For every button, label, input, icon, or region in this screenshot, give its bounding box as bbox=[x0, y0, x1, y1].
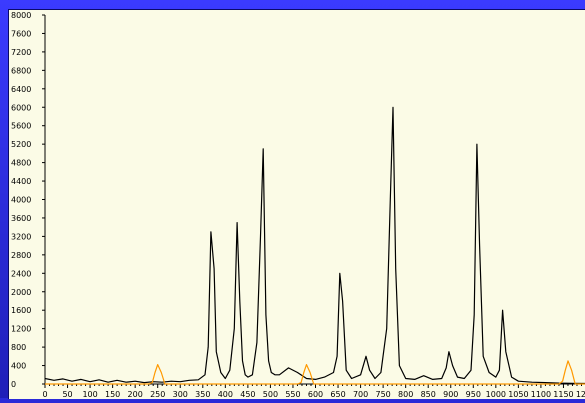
y-tick-label: 4800 bbox=[11, 159, 31, 168]
x-tick-label: 600 bbox=[308, 390, 323, 399]
y-tick-label: 1600 bbox=[11, 306, 31, 315]
series-line-1 bbox=[44, 106, 585, 385]
y-axis-ticks: 0 400 800 1200 1600 2000 2400 2800 3200 3600 4000 4… bbox=[11, 11, 45, 389]
series-line-2 bbox=[45, 360, 585, 385]
x-tick-label: 900 bbox=[443, 390, 458, 399]
x-tick-label: 350 bbox=[195, 390, 210, 399]
y-tick-label: 2400 bbox=[11, 269, 31, 278]
x-tick-label: 800 bbox=[398, 390, 413, 399]
x-tick-label: 250 bbox=[150, 390, 165, 399]
x-tick-label: 500 bbox=[263, 390, 278, 399]
y-tick-label: 6400 bbox=[11, 85, 31, 94]
x-tick-label: 550 bbox=[285, 390, 300, 399]
y-tick-label: 5200 bbox=[11, 140, 31, 149]
x-tick-label: 1100 bbox=[531, 390, 551, 399]
y-tick-label: 7200 bbox=[11, 48, 31, 57]
x-axis-ticks: 0 50 100 150 200 250 300 350 400 450 500 550 600 650 7… bbox=[42, 384, 585, 399]
y-tick-label: 6000 bbox=[11, 103, 31, 112]
x-tick-label: 200 bbox=[128, 390, 143, 399]
y-tick-label: 4000 bbox=[11, 196, 31, 205]
x-tick-label: 50 bbox=[62, 390, 72, 399]
plot-area: 0 400 800 1200 1600 2000 2400 2800 3200 3600 4000 4… bbox=[8, 9, 585, 399]
y-tick-label: 1200 bbox=[11, 325, 31, 334]
y-tick-label: 2000 bbox=[11, 288, 31, 297]
x-tick-label: 1050 bbox=[508, 390, 528, 399]
x-tick-label: 700 bbox=[353, 390, 368, 399]
x-tick-label: 100 bbox=[82, 390, 97, 399]
series-group bbox=[44, 106, 585, 385]
y-tick-label: 5600 bbox=[11, 122, 31, 131]
x-tick-label: 400 bbox=[218, 390, 233, 399]
x-tick-label: 850 bbox=[421, 390, 436, 399]
y-tick-label: 800 bbox=[11, 343, 26, 352]
chromatogram-chart: 0400800120016002000240028003200360040004… bbox=[11, 11, 585, 399]
x-tick-label: 750 bbox=[375, 390, 390, 399]
y-tick-label: 6800 bbox=[11, 66, 31, 75]
y-tick-label: 3200 bbox=[11, 232, 31, 241]
x-tick-label: 300 bbox=[173, 390, 188, 399]
x-tick-label: 1000 bbox=[486, 390, 506, 399]
x-tick-label: 950 bbox=[466, 390, 481, 399]
y-tick-label: 7600 bbox=[11, 29, 31, 38]
x-tick-label: 1200 bbox=[576, 390, 585, 399]
x-tick-label: 150 bbox=[105, 390, 120, 399]
y-tick-label: 4400 bbox=[11, 177, 31, 186]
x-tick-label: 450 bbox=[240, 390, 255, 399]
x-tick-label: 0 bbox=[42, 390, 47, 399]
y-tick-label: 400 bbox=[11, 362, 26, 371]
x-tick-label: 650 bbox=[330, 390, 345, 399]
y-tick-label: 3600 bbox=[11, 214, 31, 223]
y-tick-label: 8000 bbox=[11, 11, 31, 20]
x-tick-label: 1150 bbox=[553, 390, 573, 399]
y-tick-label: 0 bbox=[11, 380, 16, 389]
y-tick-label: 2800 bbox=[11, 251, 31, 260]
